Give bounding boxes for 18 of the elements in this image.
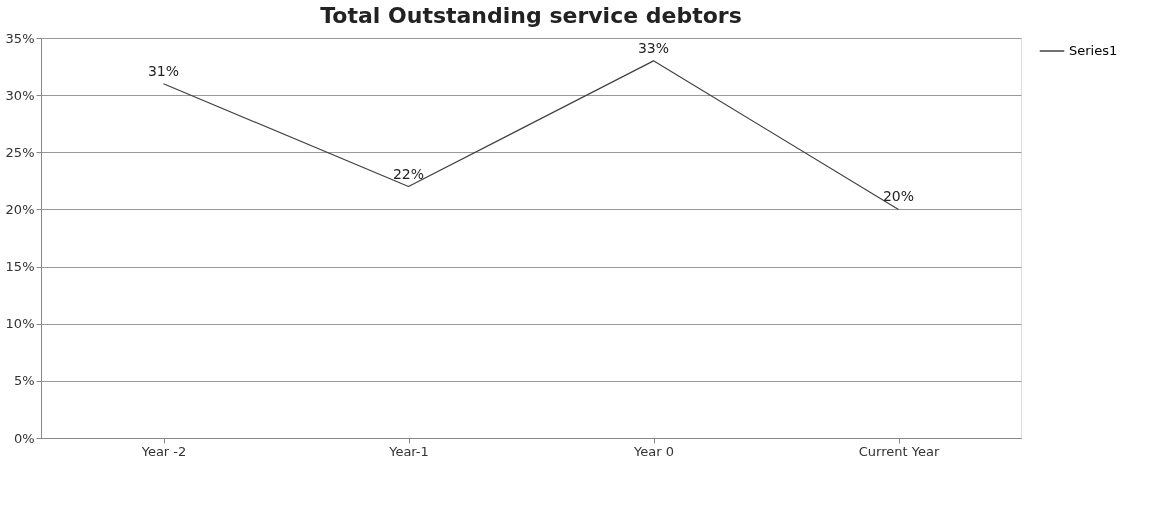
x-tick-label: Year -2 [140,443,187,459]
x-tick-label: Year 0 [633,443,674,459]
y-tick-label: 15% [5,259,35,275]
data-label: 31% [147,62,180,79]
x-tick-label: Current Year [858,443,940,459]
chart-title: Total Outstanding service debtors [320,3,742,28]
y-tick-label: 0% [13,430,35,446]
data-label: 20% [882,188,915,205]
y-tick-label: 20% [5,201,35,217]
y-tick-label: 30% [5,87,35,103]
data-label: 22% [392,165,425,182]
y-tick-label: 10% [5,316,35,332]
y-tick-label: 5% [13,373,35,389]
legend-label: Series1 [1069,43,1118,58]
data-label: 33% [637,39,670,56]
y-tick-label: 35% [5,30,35,46]
y-tick-label: 25% [5,144,35,160]
x-tick-label: Year-1 [388,443,429,459]
